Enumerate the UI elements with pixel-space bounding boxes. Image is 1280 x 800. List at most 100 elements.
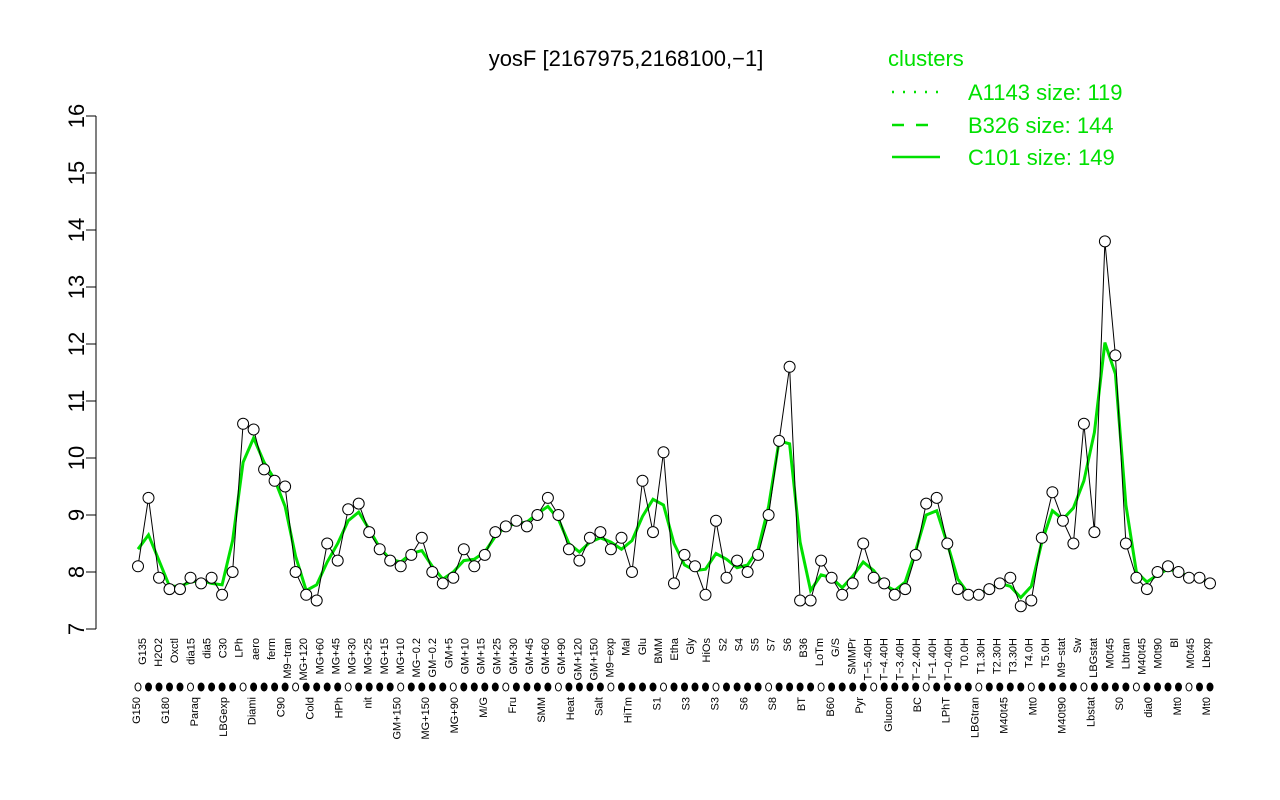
data-point — [983, 583, 996, 596]
rug-mark — [607, 682, 615, 692]
x-tick-label: S7 — [766, 638, 778, 651]
x-tick-label: M9−exp — [605, 638, 617, 677]
y-axis: 7 8 9 10 11 12 13 14 15 16 — [64, 104, 97, 635]
y-tick-label: 7 — [64, 623, 89, 635]
x-tick-label: SMM — [536, 697, 548, 723]
rug-mark — [744, 682, 752, 692]
data-point — [1119, 537, 1132, 550]
data-point — [310, 594, 323, 607]
data-point — [657, 446, 670, 459]
data-point — [279, 480, 292, 493]
data-point — [426, 566, 439, 578]
x-tick-label: G/S — [830, 638, 842, 657]
data-point — [352, 497, 365, 510]
data-point — [1172, 566, 1185, 578]
x-labels: G135 H2O2 Oxctl dia15 dia5 C30 LPh aero ferm M9−t… — [131, 637, 1213, 739]
x-tick-label: Sw — [1072, 638, 1084, 653]
x-tick-label: dia15 — [185, 638, 197, 665]
data-point — [552, 509, 565, 521]
x-tick-label: MG+15 — [379, 638, 391, 674]
x-tick-label: M9−tran — [282, 638, 294, 679]
data-point — [205, 571, 218, 584]
x-tick-label: Lbstat — [1085, 697, 1097, 727]
x-tick-label: GM+150 — [391, 697, 403, 740]
y-tick-label: 9 — [64, 509, 89, 521]
rug-mark — [618, 682, 625, 692]
data-point — [1109, 349, 1122, 362]
rug-mark — [575, 682, 583, 692]
rug-mark — [712, 682, 720, 692]
x-tick-label: HiOs — [701, 638, 713, 663]
data-point — [132, 560, 144, 573]
x-tick-label: T2.30H — [991, 638, 1003, 674]
rug-mark — [1175, 682, 1182, 692]
x-tick-label: Bl — [1169, 638, 1181, 648]
x-tick-label: GM+10 — [459, 638, 471, 674]
rug-mark — [397, 682, 405, 692]
data-point — [1162, 560, 1174, 573]
data-point — [468, 560, 481, 573]
x-tick-label: T−5.40H — [863, 638, 875, 681]
rug-mark — [449, 682, 457, 692]
rug-mark — [1143, 682, 1151, 692]
rug-mark — [1185, 682, 1193, 692]
series-line-c101 — [136, 342, 1211, 600]
x-tick-label: GM+25 — [492, 638, 504, 674]
x-tick-label: MG+10 — [395, 638, 407, 674]
rug-mark — [796, 682, 804, 692]
data-point — [1046, 486, 1059, 499]
x-tick-label: T0.0H — [959, 638, 971, 668]
rug-mark — [418, 682, 426, 692]
rug-mark — [649, 682, 657, 692]
data-point — [300, 588, 313, 601]
x-tick-label: GM+90 — [556, 638, 568, 674]
x-tick-label: M/G — [478, 697, 490, 718]
x-tick-label: T−2.40H — [911, 638, 923, 681]
rug-mark — [439, 682, 447, 692]
rug-mark — [1196, 682, 1203, 692]
y-tick-label: 14 — [64, 218, 89, 242]
rug-mark — [250, 682, 258, 692]
x-tick-label: GM+15 — [476, 638, 488, 674]
rug-mark — [807, 682, 815, 692]
data-point — [226, 566, 239, 578]
x-tick-label: aero — [250, 638, 262, 660]
data-point — [804, 594, 817, 607]
data-point — [1077, 417, 1090, 430]
x-tick-label: S6 — [738, 697, 750, 710]
x-tick-label: Lbexp — [1201, 638, 1213, 668]
y-tick-label: 16 — [64, 104, 89, 128]
x-tick-label: Cold — [305, 697, 317, 720]
rug-mark — [880, 682, 888, 692]
x-tick-label: S0 — [1114, 697, 1126, 710]
x-tick-label: Salt — [594, 697, 606, 716]
x-tick-label: SMMPr — [846, 638, 858, 675]
rug-mark — [229, 682, 237, 692]
x-tick-label: T1.30H — [975, 638, 987, 674]
rug-mark — [754, 682, 762, 692]
data-point — [920, 497, 933, 510]
data-point — [888, 588, 901, 601]
rug-mark — [596, 682, 604, 692]
data-point — [153, 571, 165, 584]
data-point — [773, 434, 786, 447]
data-point — [825, 571, 838, 584]
x-tick-label: GM+5 — [443, 638, 455, 668]
x-tick-label: S2 — [717, 638, 729, 651]
rug-mark — [933, 682, 941, 692]
data-point — [342, 503, 355, 516]
data-point — [489, 526, 502, 539]
data-point — [1014, 600, 1027, 613]
data-point — [394, 560, 407, 573]
rug-mark — [334, 682, 342, 692]
x-tick-label: GM+150 — [588, 638, 600, 681]
rug-mark — [1069, 682, 1077, 692]
rug-mark — [460, 682, 468, 692]
data-point — [741, 566, 754, 578]
data-point — [668, 577, 680, 590]
data-point — [962, 588, 975, 601]
data-point — [195, 577, 208, 590]
rug-mark — [786, 682, 794, 692]
y-tick-label: 15 — [64, 161, 89, 185]
